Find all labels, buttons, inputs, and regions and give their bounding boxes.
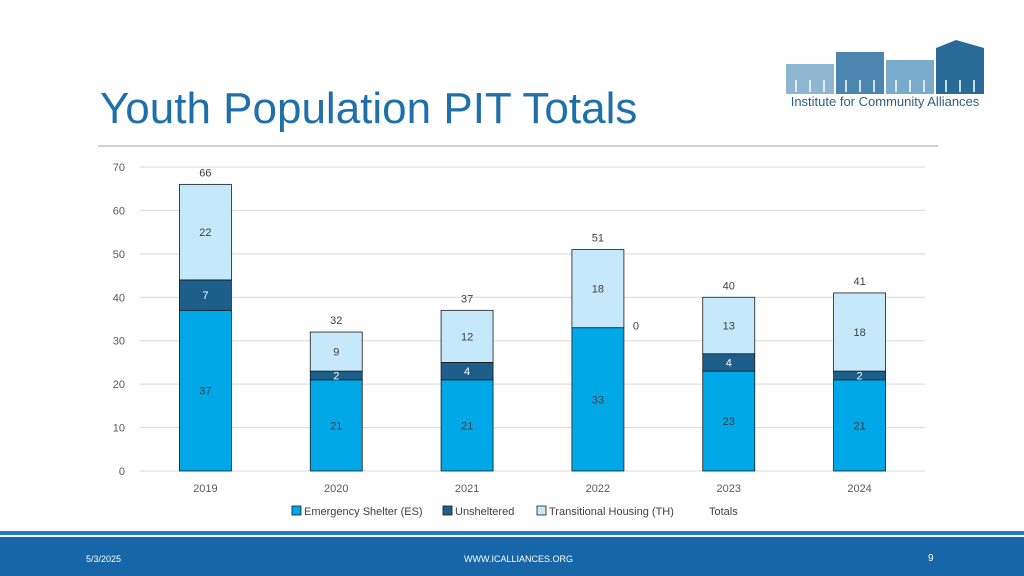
footer-url: WWW.ICALLIANCES.ORG <box>464 554 574 564</box>
bar-segment <box>571 249 625 329</box>
y-tick-label: 30 <box>113 336 125 348</box>
x-tick-label: 2020 <box>324 483 348 495</box>
footer-bar: 5/3/2025 WWW.ICALLIANCES.ORG 9 <box>0 537 1024 576</box>
y-tick-label: 0 <box>119 466 125 478</box>
x-tick-label: 2021 <box>455 483 479 495</box>
bar-segment <box>702 370 756 472</box>
y-tick-label: 70 <box>113 162 125 174</box>
bar-segment <box>440 309 494 363</box>
slide-title: Youth Population PIT Totals <box>100 84 638 133</box>
data-label: 9 <box>333 347 339 359</box>
bar-segment <box>833 379 886 472</box>
legend-label: Emergency Shelter (ES) <box>304 506 423 518</box>
y-tick-label: 40 <box>113 292 125 304</box>
data-label: 4 <box>464 366 470 378</box>
data-label: 21 <box>461 420 473 432</box>
page-number: 9 <box>928 553 934 564</box>
total-label: 37 <box>461 293 473 305</box>
data-label: 0 <box>633 321 639 333</box>
total-label: 32 <box>330 315 342 327</box>
total-label: 66 <box>199 167 211 179</box>
y-tick-label: 20 <box>113 379 125 391</box>
legend-label: Totals <box>709 506 738 518</box>
data-label: 21 <box>853 420 865 432</box>
y-tick-label: 50 <box>113 249 125 261</box>
legend-swatch <box>442 505 453 516</box>
total-label: 41 <box>853 276 865 288</box>
y-tick-label: 10 <box>113 423 125 435</box>
bar-segment <box>179 183 232 281</box>
logo-text: Institute for Community Alliances <box>790 94 980 109</box>
x-tick-label: 2022 <box>586 483 610 495</box>
data-label: 37 <box>199 386 211 398</box>
footer-date: 5/3/2025 <box>86 554 122 564</box>
x-tick-label: 2023 <box>717 483 741 495</box>
data-label: 4 <box>726 357 732 369</box>
data-label: 18 <box>853 327 865 339</box>
legend-swatch <box>291 505 302 516</box>
data-label: 2 <box>857 370 863 382</box>
bar-segment <box>702 296 756 355</box>
data-label: 33 <box>592 394 604 406</box>
bar-segment <box>309 379 363 472</box>
title-divider <box>98 145 938 147</box>
legend-swatch <box>536 505 547 516</box>
data-label: 7 <box>202 290 208 302</box>
data-label: 13 <box>723 321 735 333</box>
data-label: 2 <box>333 370 339 382</box>
x-tick-label: 2019 <box>193 483 217 495</box>
footer-accent-line <box>0 531 1024 535</box>
legend-label: Unsheltered <box>455 506 514 518</box>
logo-buildings-icon <box>786 40 984 94</box>
bar-segment <box>833 292 886 372</box>
data-label: 12 <box>461 331 473 343</box>
total-label: 51 <box>592 233 604 245</box>
data-label: 22 <box>199 227 211 239</box>
bar-segment <box>571 327 625 472</box>
bar-segment <box>179 309 232 472</box>
total-label: 40 <box>723 280 735 292</box>
data-label: 23 <box>723 416 735 428</box>
stacked-bar-chart: 0102030405060703772266201921293220202141… <box>113 162 925 518</box>
logo: Institute for Community Alliances <box>784 38 986 114</box>
legend-label: Transitional Housing (TH) <box>549 506 674 518</box>
bar-segment <box>309 331 363 372</box>
data-label: 21 <box>330 420 342 432</box>
y-tick-label: 60 <box>113 205 125 217</box>
bar-segment <box>440 379 494 472</box>
x-tick-label: 2024 <box>847 483 871 495</box>
data-label: 18 <box>592 284 604 296</box>
